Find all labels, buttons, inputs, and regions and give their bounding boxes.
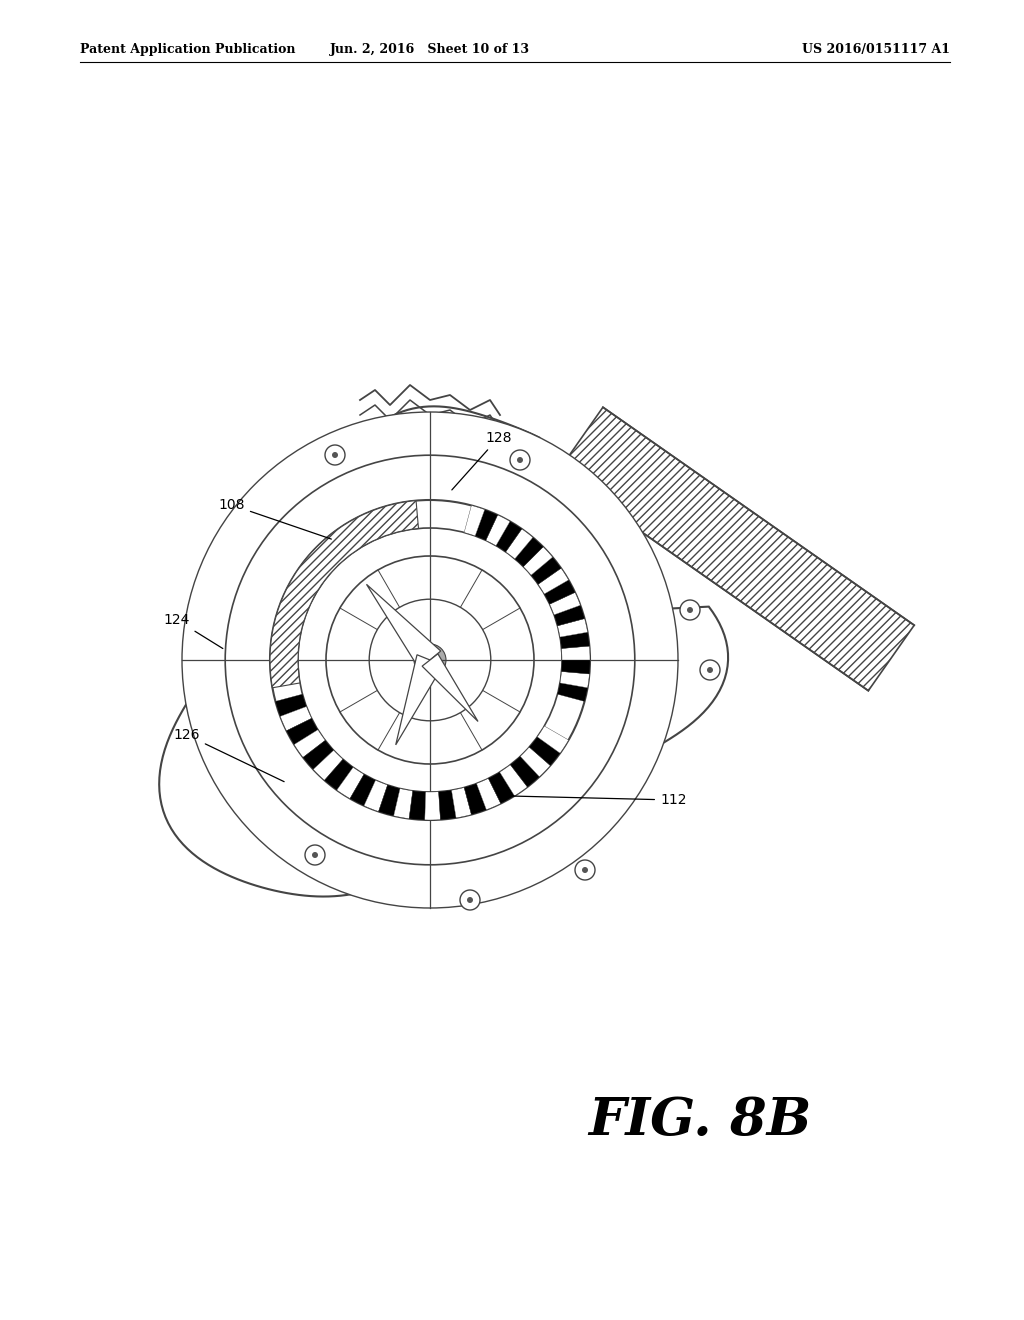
Text: Patent Application Publication: Patent Application Publication [80, 44, 296, 57]
Circle shape [575, 861, 595, 880]
Text: FIG. 8B: FIG. 8B [589, 1094, 812, 1146]
Circle shape [510, 450, 530, 470]
Wedge shape [538, 726, 568, 754]
Polygon shape [159, 407, 728, 896]
Circle shape [700, 660, 720, 680]
Circle shape [305, 845, 325, 865]
Wedge shape [294, 730, 326, 758]
Wedge shape [410, 791, 426, 820]
Circle shape [680, 601, 700, 620]
Circle shape [225, 455, 635, 865]
Circle shape [370, 599, 490, 721]
Polygon shape [395, 655, 443, 744]
Wedge shape [545, 579, 575, 605]
Wedge shape [485, 515, 510, 545]
Text: 126: 126 [173, 729, 284, 781]
Polygon shape [367, 585, 440, 669]
Circle shape [460, 890, 480, 909]
Text: Jun. 2, 2016   Sheet 10 of 13: Jun. 2, 2016 Sheet 10 of 13 [330, 44, 530, 57]
Wedge shape [560, 672, 590, 688]
Wedge shape [557, 682, 588, 701]
Wedge shape [554, 606, 585, 626]
Circle shape [326, 556, 534, 764]
Wedge shape [500, 764, 527, 796]
Wedge shape [364, 780, 387, 812]
Wedge shape [287, 718, 317, 744]
Wedge shape [379, 785, 400, 816]
Wedge shape [475, 510, 498, 540]
Wedge shape [560, 632, 590, 648]
Text: 124: 124 [164, 612, 223, 648]
Polygon shape [422, 653, 478, 722]
Circle shape [467, 898, 473, 903]
Wedge shape [515, 537, 543, 566]
Circle shape [325, 445, 345, 465]
Text: 128: 128 [452, 432, 512, 490]
Polygon shape [557, 408, 914, 690]
Wedge shape [506, 529, 532, 558]
Wedge shape [325, 759, 353, 791]
Wedge shape [488, 772, 514, 804]
Circle shape [182, 412, 678, 908]
Text: 108: 108 [218, 498, 332, 539]
Text: 112: 112 [513, 793, 686, 807]
Wedge shape [303, 741, 334, 770]
Wedge shape [452, 788, 471, 818]
Wedge shape [464, 784, 486, 814]
Circle shape [707, 667, 713, 673]
Wedge shape [313, 750, 343, 780]
Wedge shape [557, 619, 588, 638]
Wedge shape [539, 568, 568, 594]
Wedge shape [510, 756, 540, 787]
Circle shape [312, 851, 318, 858]
Wedge shape [529, 737, 560, 766]
Text: US 2016/0151117 A1: US 2016/0151117 A1 [802, 44, 950, 57]
Wedge shape [531, 557, 561, 585]
Circle shape [414, 644, 446, 676]
Circle shape [582, 867, 588, 873]
Wedge shape [270, 500, 419, 688]
Circle shape [687, 607, 693, 612]
Wedge shape [464, 506, 484, 536]
Wedge shape [523, 546, 553, 576]
Wedge shape [561, 645, 590, 660]
Wedge shape [550, 593, 581, 615]
Circle shape [270, 500, 590, 820]
Wedge shape [337, 767, 364, 799]
Wedge shape [350, 775, 376, 805]
Circle shape [332, 451, 338, 458]
Wedge shape [281, 706, 311, 731]
Wedge shape [496, 521, 522, 552]
Wedge shape [561, 660, 590, 675]
Wedge shape [425, 792, 440, 820]
Wedge shape [476, 779, 501, 809]
Wedge shape [275, 694, 306, 717]
Circle shape [517, 457, 523, 463]
Circle shape [298, 528, 562, 792]
Wedge shape [393, 788, 413, 818]
Wedge shape [520, 747, 550, 776]
Wedge shape [438, 791, 456, 820]
